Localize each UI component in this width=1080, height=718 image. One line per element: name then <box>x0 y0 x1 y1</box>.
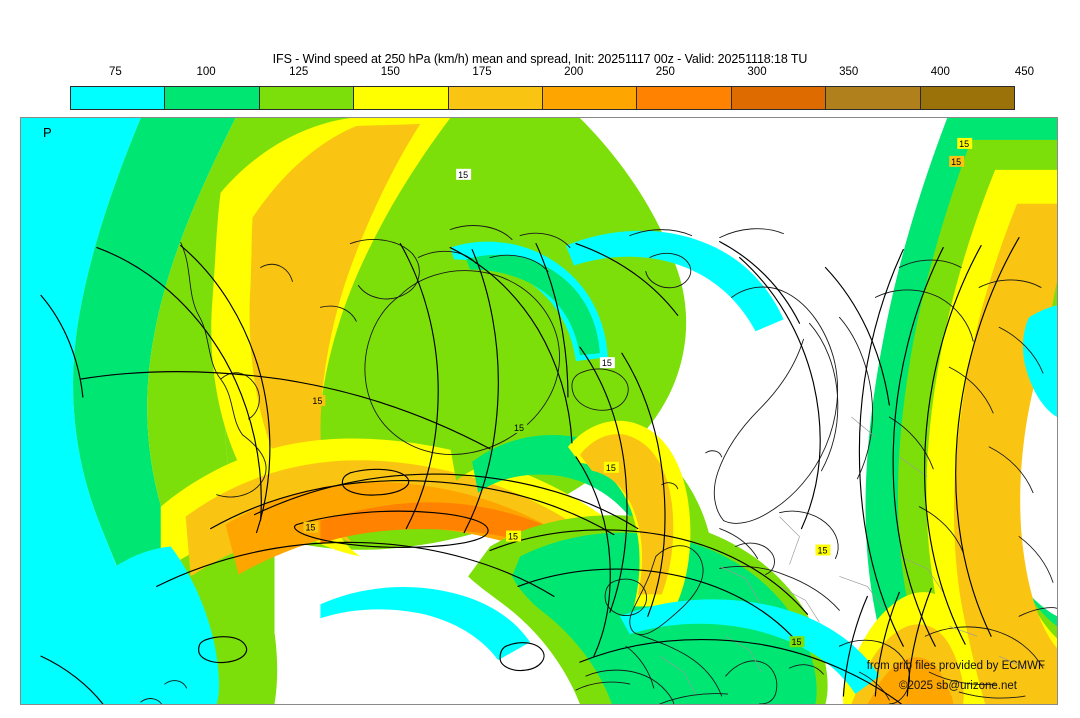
colorbar-tick-400: 400 <box>930 66 950 78</box>
colorbar-band-4 <box>448 87 544 109</box>
colorbar-band-0 <box>71 87 166 109</box>
contour-label: 15 <box>456 168 472 180</box>
colorbar-band-3 <box>354 87 449 109</box>
colorbar-tick-350: 350 <box>839 66 859 78</box>
contour-label: 15 <box>957 137 973 149</box>
corner-label: P <box>43 125 52 140</box>
contour-label: 15 <box>310 395 326 406</box>
contour-label: 15 <box>949 155 965 167</box>
contour-label: 15 <box>506 530 522 542</box>
colorbar-band-6 <box>637 87 732 109</box>
contour-label: 15 <box>789 636 805 647</box>
colorbar-tick-450: 450 <box>1014 66 1035 78</box>
colorbar-band-7 <box>731 87 827 109</box>
contour-lines <box>40 237 1020 704</box>
contour-label: 15 <box>815 544 831 556</box>
svg-text:15: 15 <box>514 423 524 433</box>
colorbar-tick-75: 75 <box>108 66 122 78</box>
colorbar-tick-labels: 75 100 125 150 175 200 250 300 350 400 4… <box>70 66 1034 84</box>
colorbar-band-2 <box>259 87 355 109</box>
svg-text:15: 15 <box>305 523 315 533</box>
svg-text:15: 15 <box>959 139 969 149</box>
svg-text:15: 15 <box>606 463 616 473</box>
map-canvas[interactable]: 15 15 15 15 <box>20 117 1058 705</box>
contour-label: 15 <box>599 357 615 368</box>
svg-text:15: 15 <box>602 358 612 368</box>
colorbar-tick-125: 125 <box>289 66 309 78</box>
svg-text:15: 15 <box>951 157 961 167</box>
filled-contour-bands <box>21 118 1057 704</box>
page-title: IFS - Wind speed at 250 hPa (km/h) mean … <box>272 52 808 66</box>
svg-text:15: 15 <box>312 396 322 406</box>
svg-text:15: 15 <box>458 170 468 180</box>
colorbar: 75 100 125 150 175 200 250 300 350 400 4… <box>70 66 1034 112</box>
contour-label-group: 15 15 15 15 <box>303 137 973 647</box>
contour-label: 15 <box>512 421 528 433</box>
svg-text:15: 15 <box>792 637 802 647</box>
contour-label: 15 <box>603 461 619 473</box>
attribution-copyright: ©2025 sb@urizone.net <box>899 680 1017 692</box>
colorbar-bands <box>70 86 1015 110</box>
colorbar-tick-100: 100 <box>196 66 216 78</box>
colorbar-tick-250: 250 <box>655 66 675 78</box>
colorbar-band-9 <box>920 87 1015 109</box>
colorbar-tick-150: 150 <box>380 66 400 78</box>
wind-field-plot: 15 15 15 15 <box>21 118 1057 704</box>
colorbar-tick-200: 200 <box>564 66 584 78</box>
contour-label: 15 <box>303 521 319 533</box>
attribution-source: from grib files provided by ECMWF <box>866 660 1045 672</box>
svg-text:15: 15 <box>508 532 518 542</box>
colorbar-band-1 <box>165 87 260 109</box>
colorbar-tick-300: 300 <box>747 66 767 78</box>
colorbar-tick-175: 175 <box>472 66 492 78</box>
svg-text:15: 15 <box>817 546 827 556</box>
colorbar-band-5 <box>543 87 638 109</box>
colorbar-band-8 <box>826 87 921 109</box>
